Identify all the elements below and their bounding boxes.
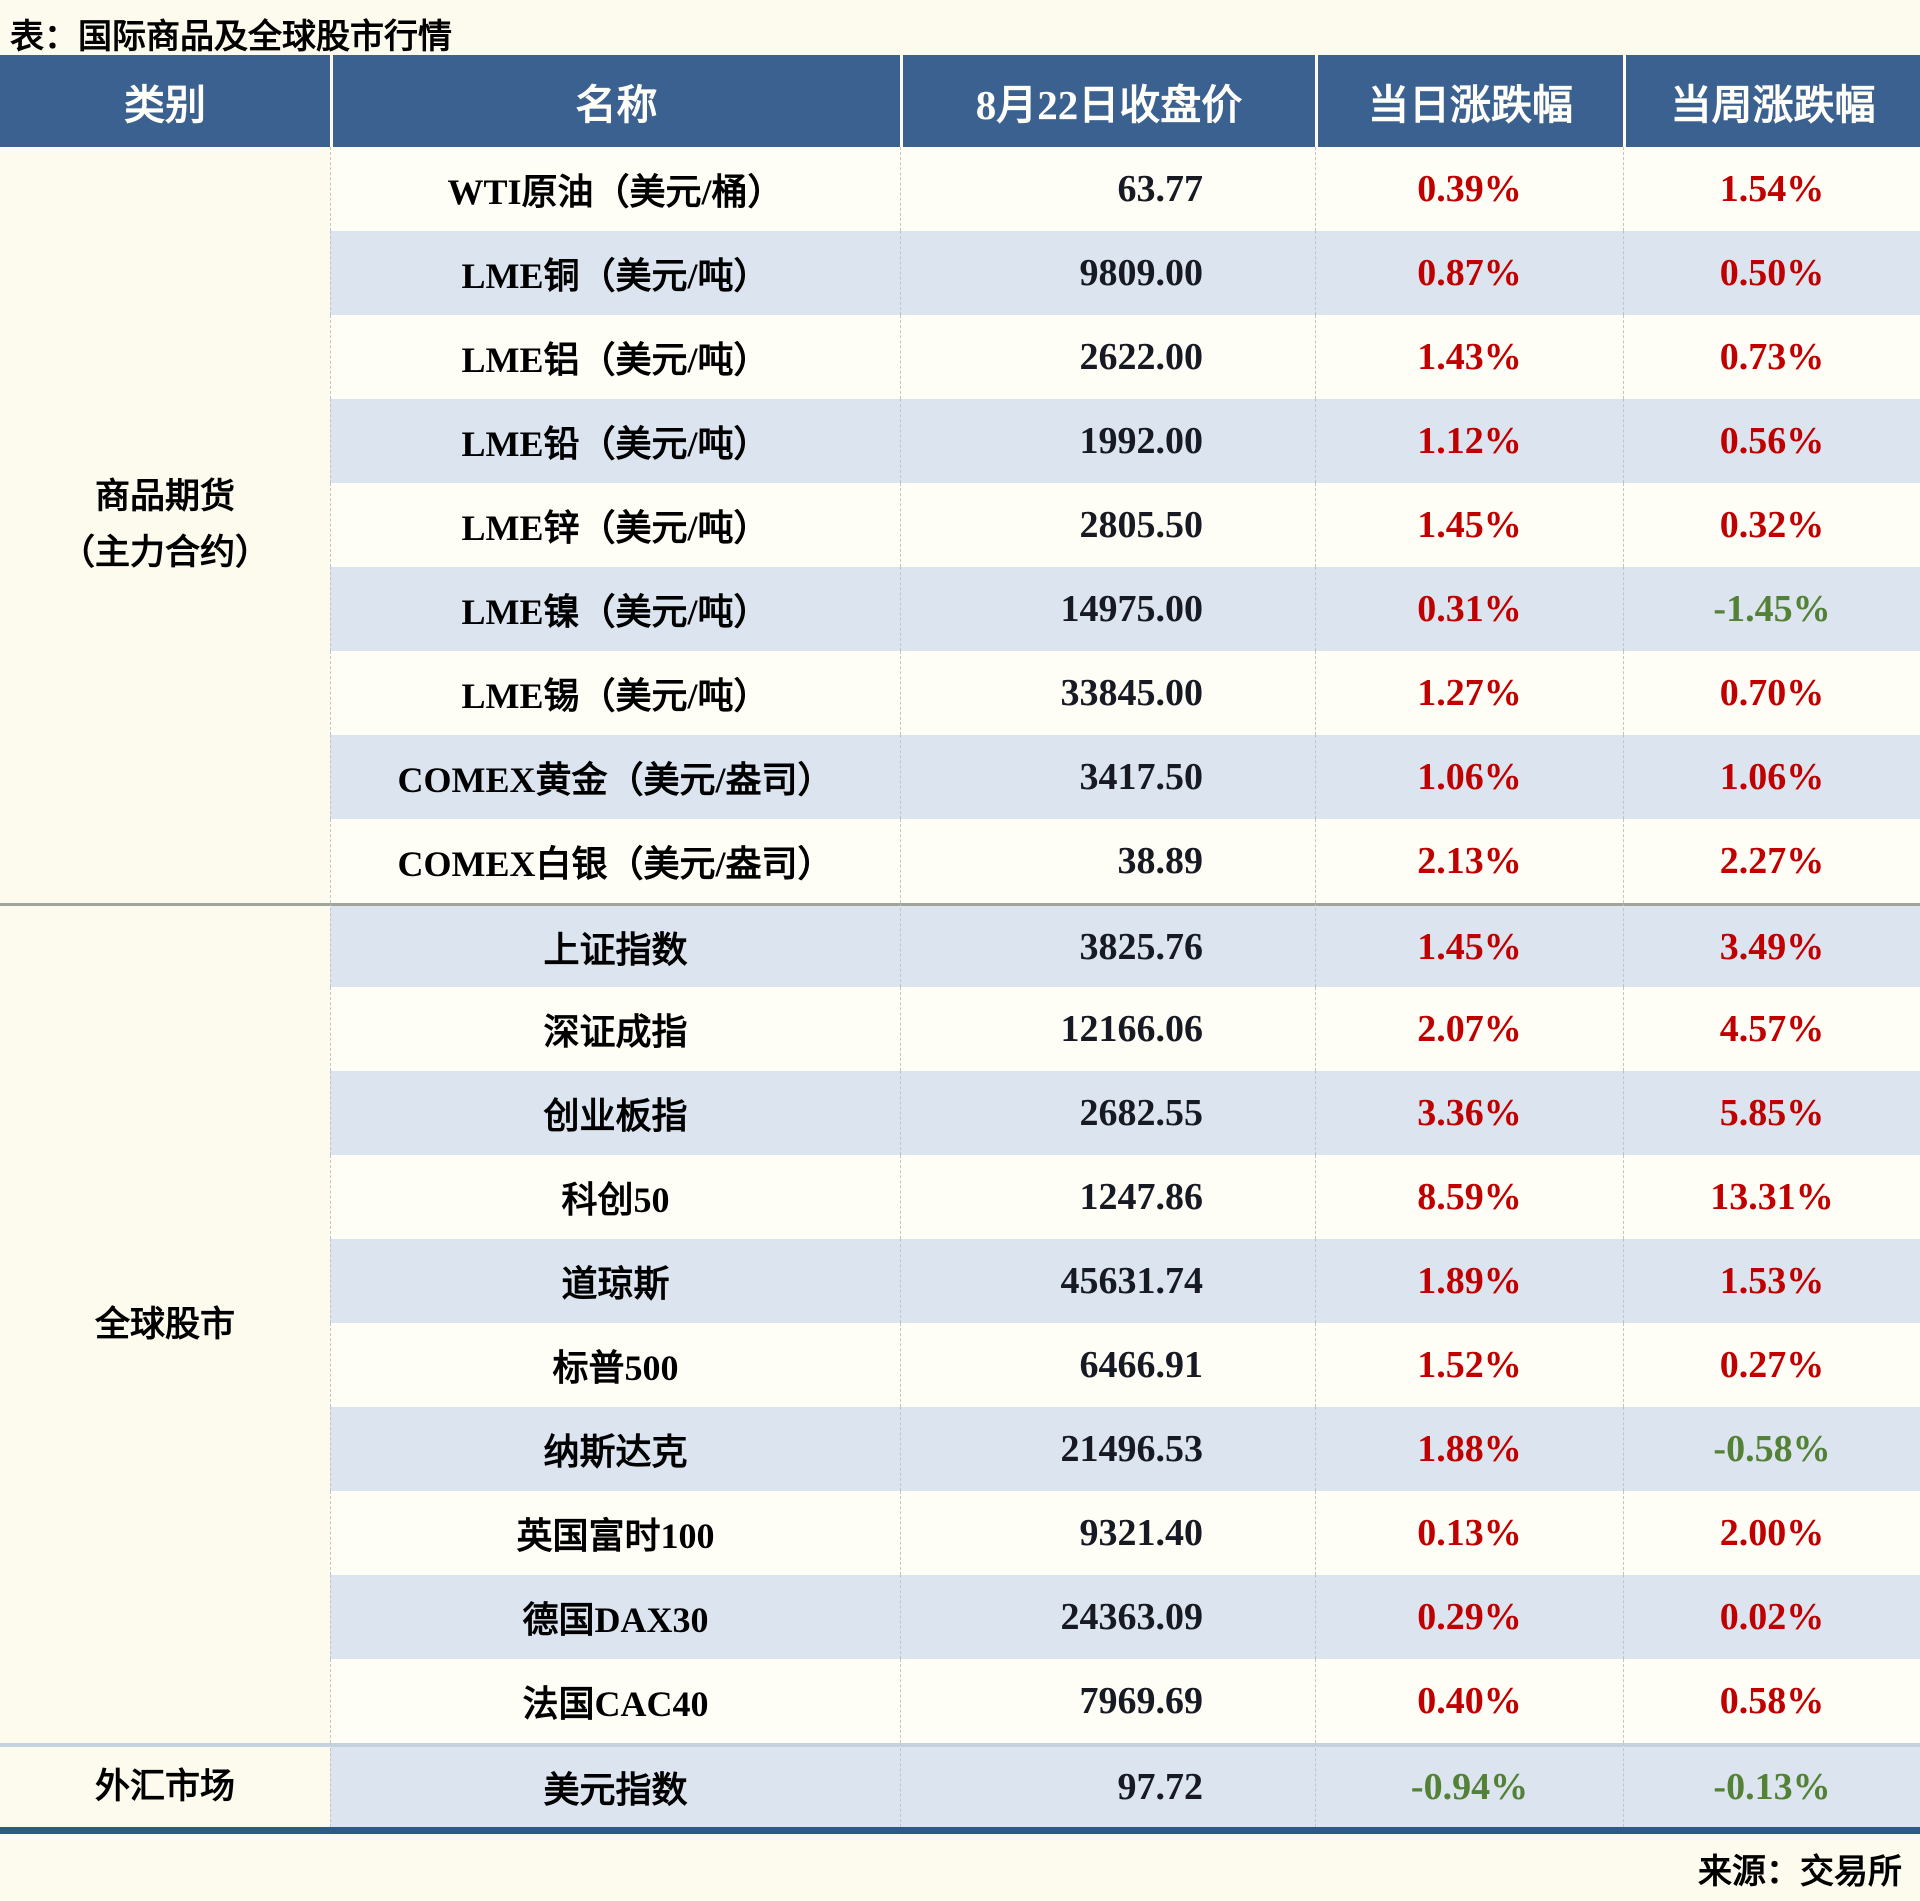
day-change: 0.87% (1315, 231, 1623, 315)
category-label-line: 商品期货 (94, 477, 235, 516)
close-price: 2622.00 (900, 315, 1315, 399)
category-label-line: （主力合约） (59, 533, 270, 572)
week-change: 5.85% (1623, 1071, 1920, 1155)
week-change: -0.13% (1623, 1743, 1920, 1827)
week-change: 0.56% (1623, 399, 1920, 483)
close-price: 2682.55 (900, 1071, 1315, 1155)
category-label-line: 外汇市场 (94, 1767, 235, 1806)
row-name: 德国DAX30 (330, 1575, 900, 1659)
category-cell: 商品期货 （主力合约） (0, 147, 330, 903)
row-name: 纳斯达克 (330, 1407, 900, 1491)
row-name: LME铅（美元/吨） (330, 399, 900, 483)
category-cell: 全球股市 (0, 903, 330, 1743)
week-change: 2.27% (1623, 819, 1920, 903)
week-change: 13.31% (1623, 1155, 1920, 1239)
week-change: -1.45% (1623, 567, 1920, 651)
source-note: 来源：交易所 (1698, 1854, 1902, 1891)
column-header-category: 类别 (0, 55, 330, 147)
column-header-close-price: 8月22日收盘价 (900, 55, 1315, 147)
row-name: 科创50 (330, 1155, 900, 1239)
row-name: 美元指数 (330, 1743, 900, 1827)
day-change: 1.89% (1315, 1239, 1623, 1323)
week-change: 4.57% (1623, 987, 1920, 1071)
market-table: 类别 名称 8月22日收盘价 当日涨跌幅 当周涨跌幅 商品期货 （主力合约） WTI… (0, 55, 1920, 1827)
close-price: 3825.76 (900, 903, 1315, 987)
table-bottom-border (0, 1827, 1920, 1834)
week-change: 1.54% (1623, 147, 1920, 231)
column-header-name: 名称 (330, 55, 900, 147)
day-change: 2.13% (1315, 819, 1623, 903)
row-name: 上证指数 (330, 903, 900, 987)
day-change: 1.06% (1315, 735, 1623, 819)
row-name: LME镍（美元/吨） (330, 567, 900, 651)
row-name: 标普500 (330, 1323, 900, 1407)
page-title: 表：国际商品及全球股市行情 (10, 19, 452, 56)
close-price: 63.77 (900, 147, 1315, 231)
close-price: 7969.69 (900, 1659, 1315, 1743)
week-change: 2.00% (1623, 1491, 1920, 1575)
row-name: WTI原油（美元/桶） (330, 147, 900, 231)
day-change: 1.45% (1315, 903, 1623, 987)
day-change: 1.45% (1315, 483, 1623, 567)
week-change: 3.49% (1623, 903, 1920, 987)
close-price: 9809.00 (900, 231, 1315, 315)
close-price: 3417.50 (900, 735, 1315, 819)
close-price: 12166.06 (900, 987, 1315, 1071)
column-header-day-change: 当日涨跌幅 (1315, 55, 1623, 147)
week-change: 0.27% (1623, 1323, 1920, 1407)
close-price: 97.72 (900, 1743, 1315, 1827)
day-change: 0.13% (1315, 1491, 1623, 1575)
week-change: 0.32% (1623, 483, 1920, 567)
close-price: 21496.53 (900, 1407, 1315, 1491)
week-change: -0.58% (1623, 1407, 1920, 1491)
close-price: 14975.00 (900, 567, 1315, 651)
week-change: 0.70% (1623, 651, 1920, 735)
day-change: -0.94% (1315, 1743, 1623, 1827)
category-cell: 外汇市场 (0, 1743, 330, 1827)
day-change: 1.43% (1315, 315, 1623, 399)
row-name: LME锌（美元/吨） (330, 483, 900, 567)
row-name: 深证成指 (330, 987, 900, 1071)
day-change: 1.12% (1315, 399, 1623, 483)
close-price: 33845.00 (900, 651, 1315, 735)
row-name: COMEX白银（美元/盎司） (330, 819, 900, 903)
day-change: 0.31% (1315, 567, 1623, 651)
week-change: 0.58% (1623, 1659, 1920, 1743)
day-change: 1.88% (1315, 1407, 1623, 1491)
day-change: 0.39% (1315, 147, 1623, 231)
close-price: 24363.09 (900, 1575, 1315, 1659)
day-change: 1.52% (1315, 1323, 1623, 1407)
close-price: 9321.40 (900, 1491, 1315, 1575)
week-change: 0.73% (1623, 315, 1920, 399)
week-change: 0.50% (1623, 231, 1920, 315)
week-change: 1.53% (1623, 1239, 1920, 1323)
week-change: 0.02% (1623, 1575, 1920, 1659)
category-label-line: 全球股市 (94, 1304, 235, 1344)
close-price: 1992.00 (900, 399, 1315, 483)
close-price: 1247.86 (900, 1155, 1315, 1239)
column-header-week-change: 当周涨跌幅 (1623, 55, 1920, 147)
row-name: 创业板指 (330, 1071, 900, 1155)
row-name: 英国富时100 (330, 1491, 900, 1575)
day-change: 8.59% (1315, 1155, 1623, 1239)
day-change: 3.36% (1315, 1071, 1623, 1155)
row-name: 法国CAC40 (330, 1659, 900, 1743)
close-price: 2805.50 (900, 483, 1315, 567)
close-price: 45631.74 (900, 1239, 1315, 1323)
row-name: 道琼斯 (330, 1239, 900, 1323)
row-name: COMEX黄金（美元/盎司） (330, 735, 900, 819)
row-name: LME铝（美元/吨） (330, 315, 900, 399)
day-change: 1.27% (1315, 651, 1623, 735)
day-change: 0.29% (1315, 1575, 1623, 1659)
row-name: LME铜（美元/吨） (330, 231, 900, 315)
close-price: 38.89 (900, 819, 1315, 903)
day-change: 0.40% (1315, 1659, 1623, 1743)
day-change: 2.07% (1315, 987, 1623, 1071)
close-price: 6466.91 (900, 1323, 1315, 1407)
week-change: 1.06% (1623, 735, 1920, 819)
row-name: LME锡（美元/吨） (330, 651, 900, 735)
